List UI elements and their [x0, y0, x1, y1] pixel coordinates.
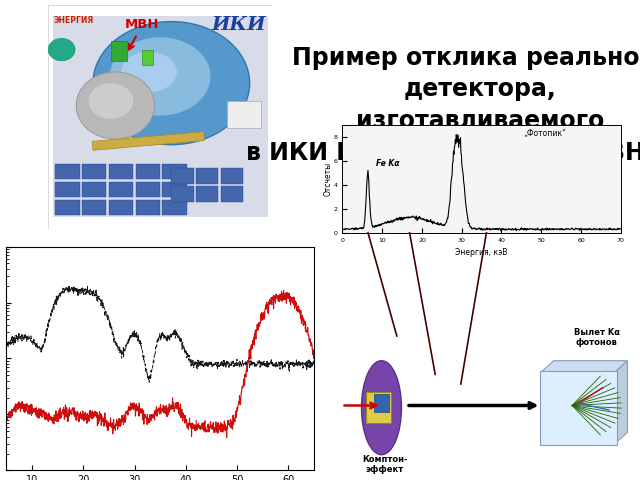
- Bar: [82, 181, 106, 197]
- Bar: [172, 168, 194, 184]
- Bar: [82, 164, 106, 180]
- Polygon shape: [541, 360, 627, 372]
- Bar: [366, 392, 390, 423]
- Ellipse shape: [88, 83, 133, 119]
- Bar: [163, 200, 187, 215]
- Bar: [163, 164, 187, 180]
- X-axis label: Энергия, кэВ: Энергия, кэВ: [456, 248, 508, 257]
- Bar: [109, 181, 133, 197]
- Bar: [55, 200, 79, 215]
- Bar: [163, 181, 187, 197]
- Bar: [109, 200, 133, 215]
- Bar: [136, 200, 160, 215]
- Text: ЭНЕРГИЯ: ЭНЕРГИЯ: [54, 16, 94, 25]
- Text: „Фотопик": „Фотопик": [524, 129, 566, 138]
- Ellipse shape: [48, 38, 75, 61]
- Bar: [55, 164, 79, 180]
- Ellipse shape: [110, 37, 211, 116]
- Bar: [221, 168, 243, 184]
- Text: Вылет Kα
фотонов: Вылет Kα фотонов: [573, 328, 620, 348]
- Bar: [374, 394, 389, 412]
- Bar: [196, 168, 218, 184]
- Ellipse shape: [93, 22, 250, 144]
- Bar: [82, 200, 106, 215]
- Text: e⁻: e⁻: [589, 436, 598, 445]
- Bar: [227, 101, 261, 128]
- Bar: [136, 181, 160, 197]
- Polygon shape: [615, 360, 627, 444]
- Text: МВН: МВН: [125, 18, 159, 49]
- Bar: [196, 186, 218, 202]
- Bar: [92, 132, 204, 150]
- Bar: [55, 181, 79, 197]
- FancyBboxPatch shape: [540, 371, 617, 444]
- Bar: [111, 41, 127, 61]
- Bar: [172, 186, 194, 202]
- Y-axis label: Отсчеты: Отсчеты: [323, 162, 332, 196]
- Ellipse shape: [362, 360, 401, 455]
- Text: Пример отклика реального
детектора,
изготавливаемого
в ИКИ РАН для прибора МВН/М: Пример отклика реального детектора, изго…: [246, 46, 640, 166]
- Text: ИКИ: ИКИ: [211, 16, 266, 34]
- Bar: [109, 164, 133, 180]
- Bar: [142, 49, 154, 65]
- Bar: [221, 186, 243, 202]
- Bar: [136, 164, 160, 180]
- Ellipse shape: [76, 72, 154, 139]
- Text: Fe Kα: Fe Kα: [376, 159, 399, 168]
- Ellipse shape: [121, 52, 177, 92]
- Text: Комптон-
эффект: Комптон- эффект: [362, 455, 408, 474]
